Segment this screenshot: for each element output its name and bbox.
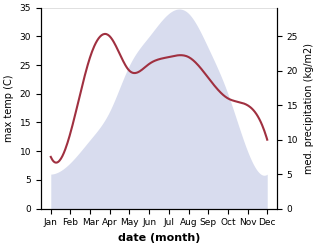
Y-axis label: max temp (C): max temp (C)	[4, 74, 14, 142]
X-axis label: date (month): date (month)	[118, 233, 200, 243]
Y-axis label: med. precipitation (kg/m2): med. precipitation (kg/m2)	[304, 43, 314, 174]
